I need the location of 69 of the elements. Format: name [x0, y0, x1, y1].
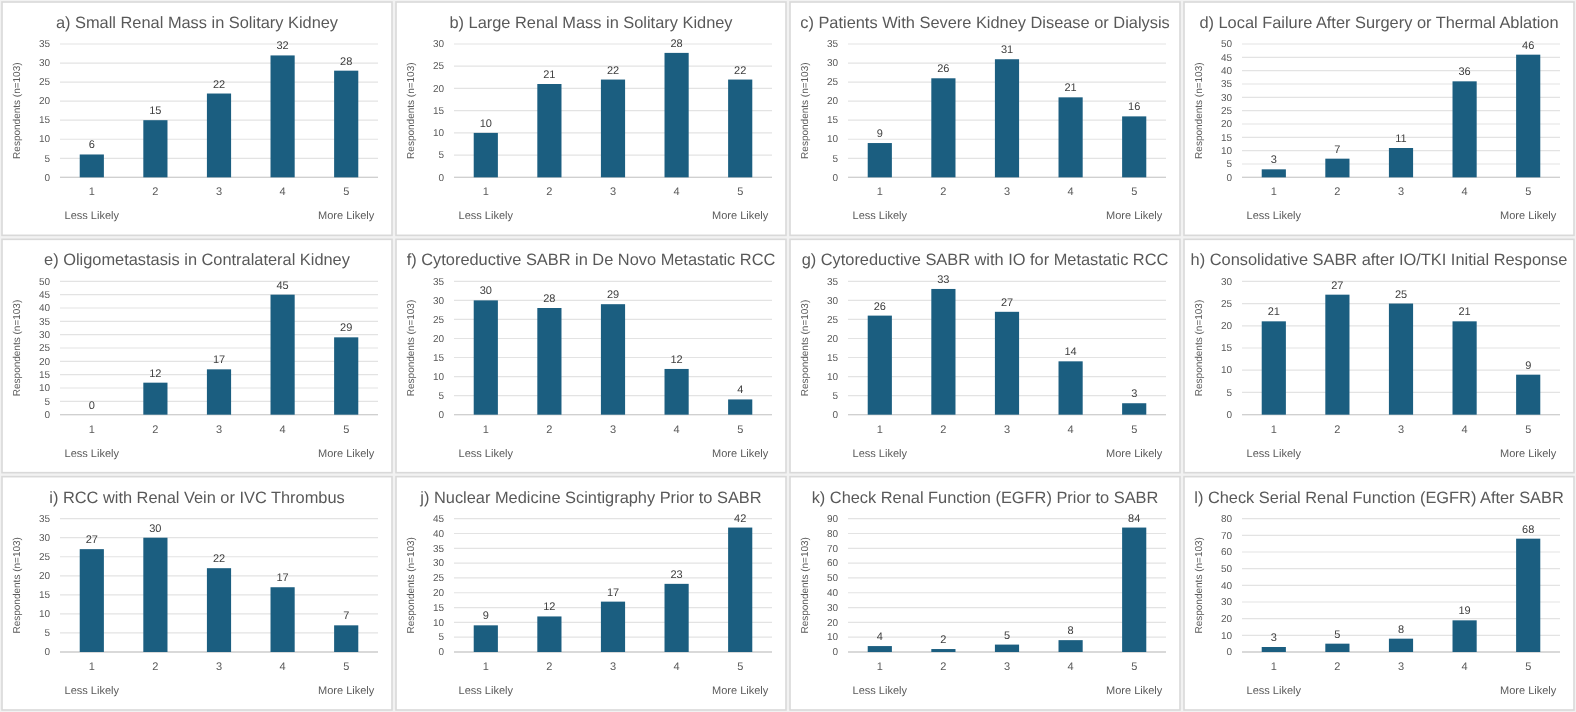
bar: [931, 288, 956, 415]
bar: [1261, 321, 1286, 415]
bar: [600, 304, 626, 415]
bar: [867, 143, 892, 178]
bar: [206, 568, 232, 652]
bar: [537, 616, 562, 652]
bar: [664, 368, 689, 415]
bar: [143, 382, 168, 415]
bar: [334, 337, 359, 415]
bar: [270, 587, 295, 652]
bar: [1122, 403, 1147, 415]
bar: [1325, 158, 1350, 178]
bar: [1058, 640, 1083, 652]
bar: [867, 315, 892, 415]
bar: [1388, 638, 1414, 652]
chart-title: h) Consolidative SABR after IO/TKI Initial Response: [1190, 251, 1569, 270]
bar: [206, 93, 232, 178]
bar: [79, 549, 104, 652]
chart-title: d) Local Failure After Surgery or Thermal Ablation: [1199, 14, 1560, 32]
bar: [334, 70, 359, 178]
bar: [728, 79, 753, 178]
chart-title: k) Check Renal Function (EGFR) Prior to SABR: [811, 488, 1159, 507]
chart-title: i) RCC with Renal Vein or IVC Thrombus: [49, 488, 345, 507]
bar: [1261, 169, 1286, 178]
bar: [728, 399, 753, 415]
bar: [867, 646, 892, 652]
bar: [334, 625, 359, 652]
bar: [664, 52, 689, 178]
bar: [1452, 81, 1477, 178]
bar: [1516, 374, 1541, 415]
bar: [270, 55, 295, 178]
bar: [728, 527, 753, 652]
chart-title: j) Nuclear Medicine Scintigraphy Prior to SABR: [418, 488, 762, 507]
bar: [994, 644, 1020, 652]
bar: [1452, 321, 1477, 415]
bar: [143, 120, 168, 178]
bar: [1452, 620, 1477, 652]
bar: [1388, 148, 1414, 178]
bar: [664, 583, 689, 652]
bar: [1058, 361, 1083, 415]
chart-title: g) Cytoreductive SABR with IO for Metastatic RCC: [801, 251, 1169, 270]
bar: [1325, 294, 1350, 415]
chart-title: c) Patients With Severe Kidney Disease or Dialysis: [800, 14, 1170, 32]
bar: [600, 79, 626, 178]
bar: [1516, 538, 1541, 652]
bar: [537, 84, 562, 178]
chart-title: a) Small Renal Mass in Solitary Kidney: [55, 14, 340, 32]
bar: [143, 537, 168, 652]
bar: [473, 132, 498, 178]
bar: [79, 154, 104, 178]
chart-title: l) Check Serial Renal Function (EGFR) After SABR: [1194, 488, 1564, 507]
bar: [1122, 527, 1147, 652]
bar: [473, 300, 498, 415]
bar: [1325, 643, 1350, 652]
bar: [1516, 54, 1541, 178]
bar: [931, 78, 956, 178]
bar: [994, 59, 1020, 178]
bar: [473, 625, 498, 652]
chart-title: b) Large Renal Mass in Solitary Kidney: [449, 14, 735, 32]
bar: [994, 311, 1020, 415]
chart-title: e) Oligometastasis in Contralateral Kidney: [44, 251, 352, 270]
bar: [1058, 97, 1083, 178]
bar: [600, 601, 626, 652]
bar: [206, 369, 232, 415]
bar: [537, 308, 562, 415]
bar: [1122, 116, 1147, 178]
bar: [270, 294, 295, 415]
bar: [1388, 303, 1414, 415]
chart-title: f) Cytoreductive SABR in De Novo Metastatic RCC: [406, 251, 776, 270]
